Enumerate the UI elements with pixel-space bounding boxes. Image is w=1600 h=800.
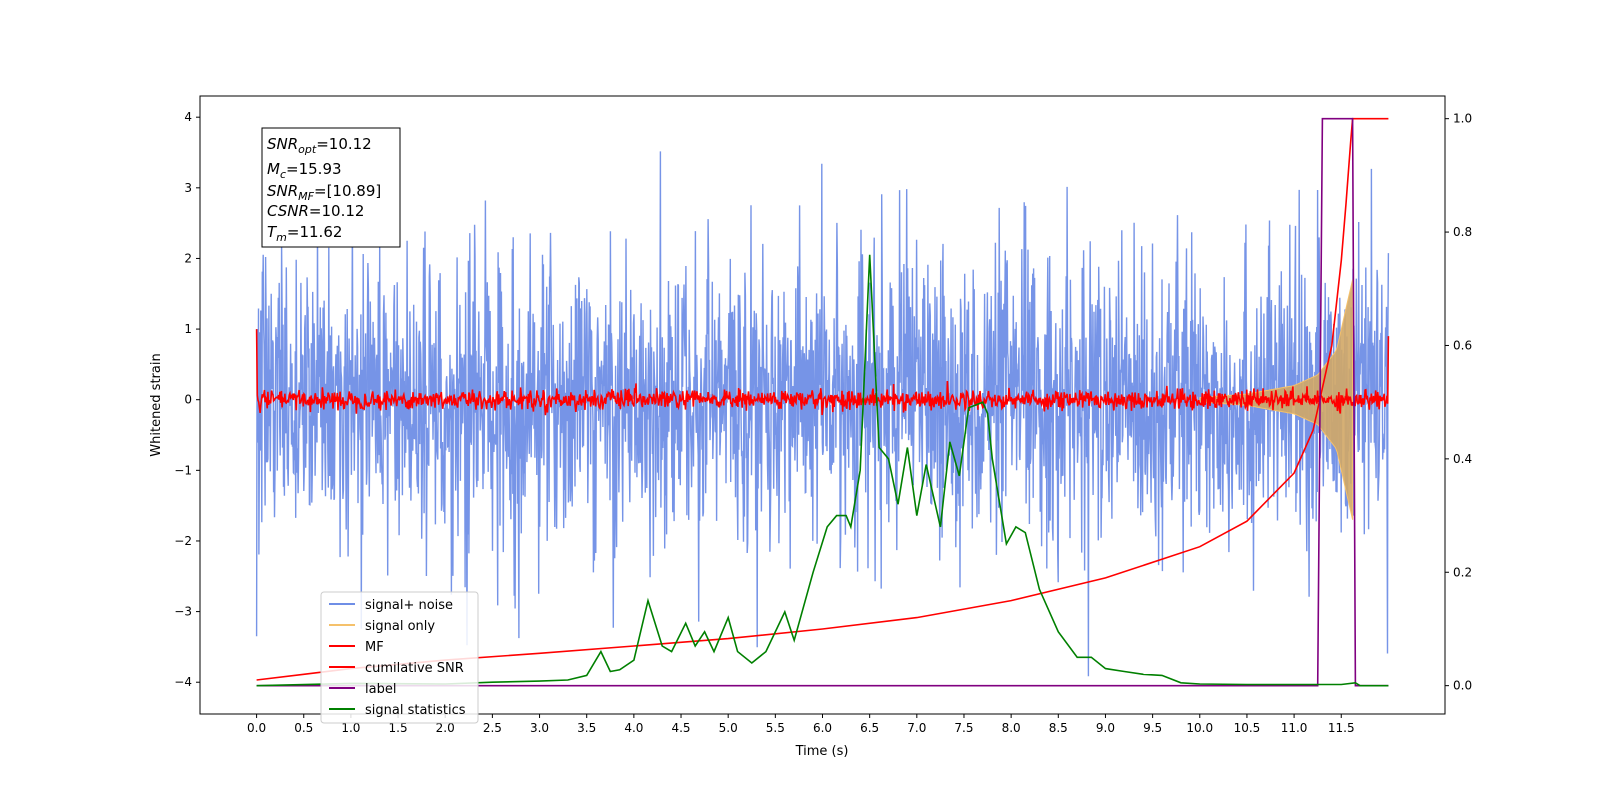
y2-tick-label: 0.6 — [1453, 338, 1472, 352]
legend-item: MF — [329, 640, 384, 655]
x-tick-label: 3.0 — [530, 721, 549, 735]
y-tick-label: −2 — [174, 534, 192, 548]
y-axis-label: Whitened strain — [149, 353, 164, 456]
legend-item: signal statistics — [329, 703, 466, 718]
mf-layer — [255, 329, 1390, 416]
annotation-box: SNRopt=10.12 Mc=15.93 SNRMF=[10.89] CSNR… — [261, 127, 401, 248]
signal-statistics-line — [256, 254, 1389, 687]
x-tick-label: 8.5 — [1049, 721, 1068, 735]
y-tick-label: −3 — [174, 605, 192, 619]
x-tick-label: 1.5 — [389, 721, 408, 735]
legend-item: cumilative SNR — [329, 661, 464, 676]
legend-item: signal only — [329, 619, 435, 634]
x-tick-label: 2.5 — [483, 721, 502, 735]
legend-label: MF — [365, 640, 384, 655]
x-tick-label: 4.5 — [671, 721, 690, 735]
x-tick-label: 7.0 — [907, 721, 926, 735]
x-axis-label: Time (s) — [795, 744, 849, 759]
legend-item: signal+ noise — [329, 598, 453, 613]
x-tick-label: 11.5 — [1328, 721, 1355, 735]
x-tick-label: 7.5 — [954, 721, 973, 735]
x-tick-label: 9.5 — [1143, 721, 1162, 735]
legend-label: cumilative SNR — [365, 661, 464, 676]
x-tick-label: 2.0 — [436, 721, 455, 735]
x-tick-label: 6.0 — [813, 721, 832, 735]
y-tick-label: 4 — [184, 110, 192, 124]
y-tick-label: −4 — [174, 675, 192, 689]
annotation-line: Mc=15.93 — [267, 160, 342, 181]
x-tick-label: 3.5 — [577, 721, 596, 735]
legend-label: signal only — [365, 619, 435, 634]
x-tick-label: 8.0 — [1002, 721, 1021, 735]
x-tick-label: 10.0 — [1186, 721, 1213, 735]
legend-label: signal+ noise — [365, 598, 453, 613]
x-tick-label: 0.0 — [247, 721, 266, 735]
x-tick-label: 6.5 — [860, 721, 879, 735]
y-tick-label: 0 — [184, 393, 192, 407]
x-tick-label: 11.0 — [1281, 721, 1308, 735]
y-tick-label: −1 — [174, 463, 192, 477]
legend-label: signal statistics — [365, 703, 466, 718]
x-tick-label: 1.0 — [341, 721, 360, 735]
signal-noise-line — [255, 151, 1390, 677]
x-tick-label: 5.5 — [766, 721, 785, 735]
x-tick-label: 0.5 — [294, 721, 313, 735]
y-tick-label: 2 — [184, 251, 192, 265]
x-tick-label: 9.0 — [1096, 721, 1115, 735]
annotation-line: SNRMF=[10.89] — [267, 182, 381, 203]
x-tick-label: 4.0 — [624, 721, 643, 735]
annotation-line: Tm=11.62 — [267, 223, 342, 244]
legend-item: label — [329, 682, 396, 697]
legend-label: label — [365, 682, 396, 697]
y-tick-label: 1 — [184, 322, 192, 336]
y-tick-label: 3 — [184, 181, 192, 195]
legend: signal+ noise signal only MF cumilative … — [320, 591, 479, 724]
y2-tick-label: 1.0 — [1453, 112, 1472, 126]
signal-noise-layer — [255, 151, 1390, 677]
annotation-line: CSNR=10.12 — [267, 202, 364, 220]
mf-line — [255, 329, 1390, 416]
y2-tick-label: 0.8 — [1453, 225, 1472, 239]
x-tick-label: 5.0 — [719, 721, 738, 735]
y2-tick-label: 0.4 — [1453, 452, 1472, 466]
annotation-line: SNRopt=10.12 — [267, 135, 372, 156]
x-tick-label: 10.5 — [1234, 721, 1261, 735]
y2-tick-label: 0.2 — [1453, 565, 1472, 579]
y2-tick-label: 0.0 — [1453, 679, 1472, 693]
axes-layer: 0.0 0.5 1.0 1.5 2.0 2.5 3.0 3.5 4.0 4.5 5.0 5.5 6.0 6… — [174, 110, 1472, 735]
